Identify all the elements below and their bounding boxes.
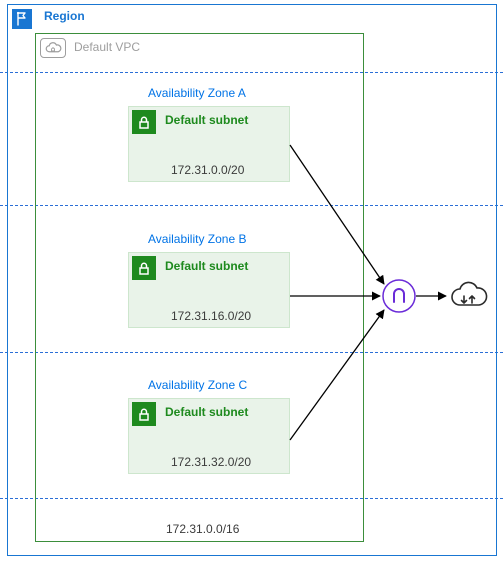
internet-cloud-icon (448, 279, 488, 313)
az-b-label: Availability Zone B (148, 232, 247, 246)
subnet-a-lock-icon (132, 110, 156, 134)
subnet-c-label: Default subnet (165, 405, 248, 419)
az-a-label: Availability Zone A (148, 86, 246, 100)
subnet-b-label: Default subnet (165, 259, 248, 273)
subnet-c: Default subnet 172.31.32.0/20 (128, 398, 290, 474)
internet-gateway-icon (382, 279, 416, 313)
diagram-canvas: Region Default VPC Availability Zone A D… (0, 0, 503, 561)
vpc-label: Default VPC (74, 40, 140, 54)
region-label: Region (44, 9, 85, 23)
subnet-b-lock-icon (132, 256, 156, 280)
vpc-cidr: 172.31.0.0/16 (166, 522, 239, 536)
subnet-a-cidr: 172.31.0.0/20 (171, 163, 244, 177)
subnet-c-cidr: 172.31.32.0/20 (171, 455, 251, 469)
subnet-a-label: Default subnet (165, 113, 248, 127)
subnet-b: Default subnet 172.31.16.0/20 (128, 252, 290, 328)
subnet-a: Default subnet 172.31.0.0/20 (128, 106, 290, 182)
subnet-c-lock-icon (132, 402, 156, 426)
subnet-b-cidr: 172.31.16.0/20 (171, 309, 251, 323)
az-c-label: Availability Zone C (148, 378, 247, 392)
region-flag-icon (8, 5, 36, 33)
vpc-cloud-icon (40, 38, 66, 58)
